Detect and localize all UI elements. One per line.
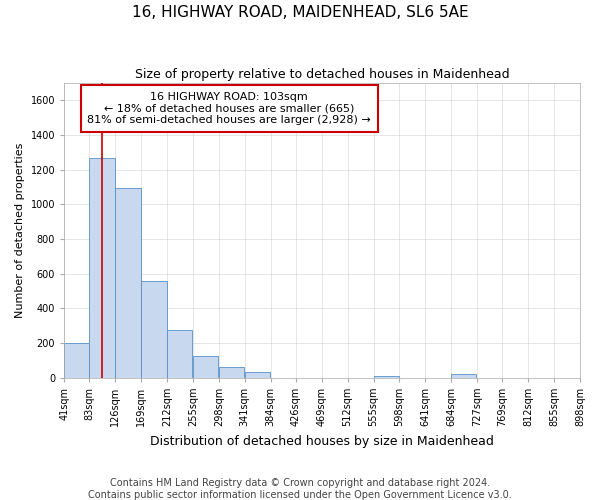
Bar bbox=[245, 372, 270, 378]
Bar bbox=[141, 282, 167, 378]
Y-axis label: Number of detached properties: Number of detached properties bbox=[15, 142, 25, 318]
Bar bbox=[167, 330, 193, 378]
Text: 16, HIGHWAY ROAD, MAIDENHEAD, SL6 5AE: 16, HIGHWAY ROAD, MAIDENHEAD, SL6 5AE bbox=[131, 5, 469, 20]
Bar bbox=[64, 343, 89, 378]
Text: 16 HIGHWAY ROAD: 103sqm
← 18% of detached houses are smaller (665)
81% of semi-d: 16 HIGHWAY ROAD: 103sqm ← 18% of detache… bbox=[88, 92, 371, 125]
Bar bbox=[451, 374, 476, 378]
Bar bbox=[115, 188, 140, 378]
Bar bbox=[89, 158, 115, 378]
Bar bbox=[193, 356, 218, 378]
Bar bbox=[219, 367, 244, 378]
Text: Contains HM Land Registry data © Crown copyright and database right 2024.
Contai: Contains HM Land Registry data © Crown c… bbox=[88, 478, 512, 500]
Title: Size of property relative to detached houses in Maidenhead: Size of property relative to detached ho… bbox=[135, 68, 509, 80]
Bar bbox=[374, 376, 399, 378]
X-axis label: Distribution of detached houses by size in Maidenhead: Distribution of detached houses by size … bbox=[150, 434, 494, 448]
